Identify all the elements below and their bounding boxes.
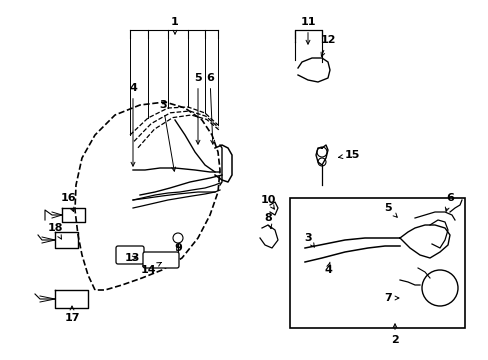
Text: 1: 1 — [171, 17, 179, 34]
Text: 13: 13 — [124, 253, 140, 263]
Text: 2: 2 — [390, 324, 398, 345]
Text: 14: 14 — [140, 262, 161, 275]
Text: 5: 5 — [194, 73, 202, 144]
Text: 4: 4 — [324, 262, 331, 275]
Text: 3: 3 — [159, 100, 175, 171]
Text: 10: 10 — [260, 195, 275, 209]
Text: 7: 7 — [384, 293, 398, 303]
Text: 16: 16 — [60, 193, 76, 211]
Text: 11: 11 — [300, 17, 315, 44]
FancyBboxPatch shape — [142, 252, 179, 268]
Bar — [289, 198, 464, 328]
Text: 17: 17 — [64, 306, 80, 323]
Text: 9: 9 — [174, 243, 182, 253]
Text: 12: 12 — [320, 35, 335, 57]
Text: 4: 4 — [129, 83, 137, 166]
Text: 18: 18 — [47, 223, 62, 239]
FancyBboxPatch shape — [116, 246, 143, 264]
Text: 6: 6 — [445, 193, 453, 211]
Text: 15: 15 — [338, 150, 359, 160]
Text: 6: 6 — [205, 73, 214, 144]
Text: 8: 8 — [264, 213, 271, 229]
Text: 5: 5 — [384, 203, 396, 217]
Text: 3: 3 — [304, 233, 314, 247]
